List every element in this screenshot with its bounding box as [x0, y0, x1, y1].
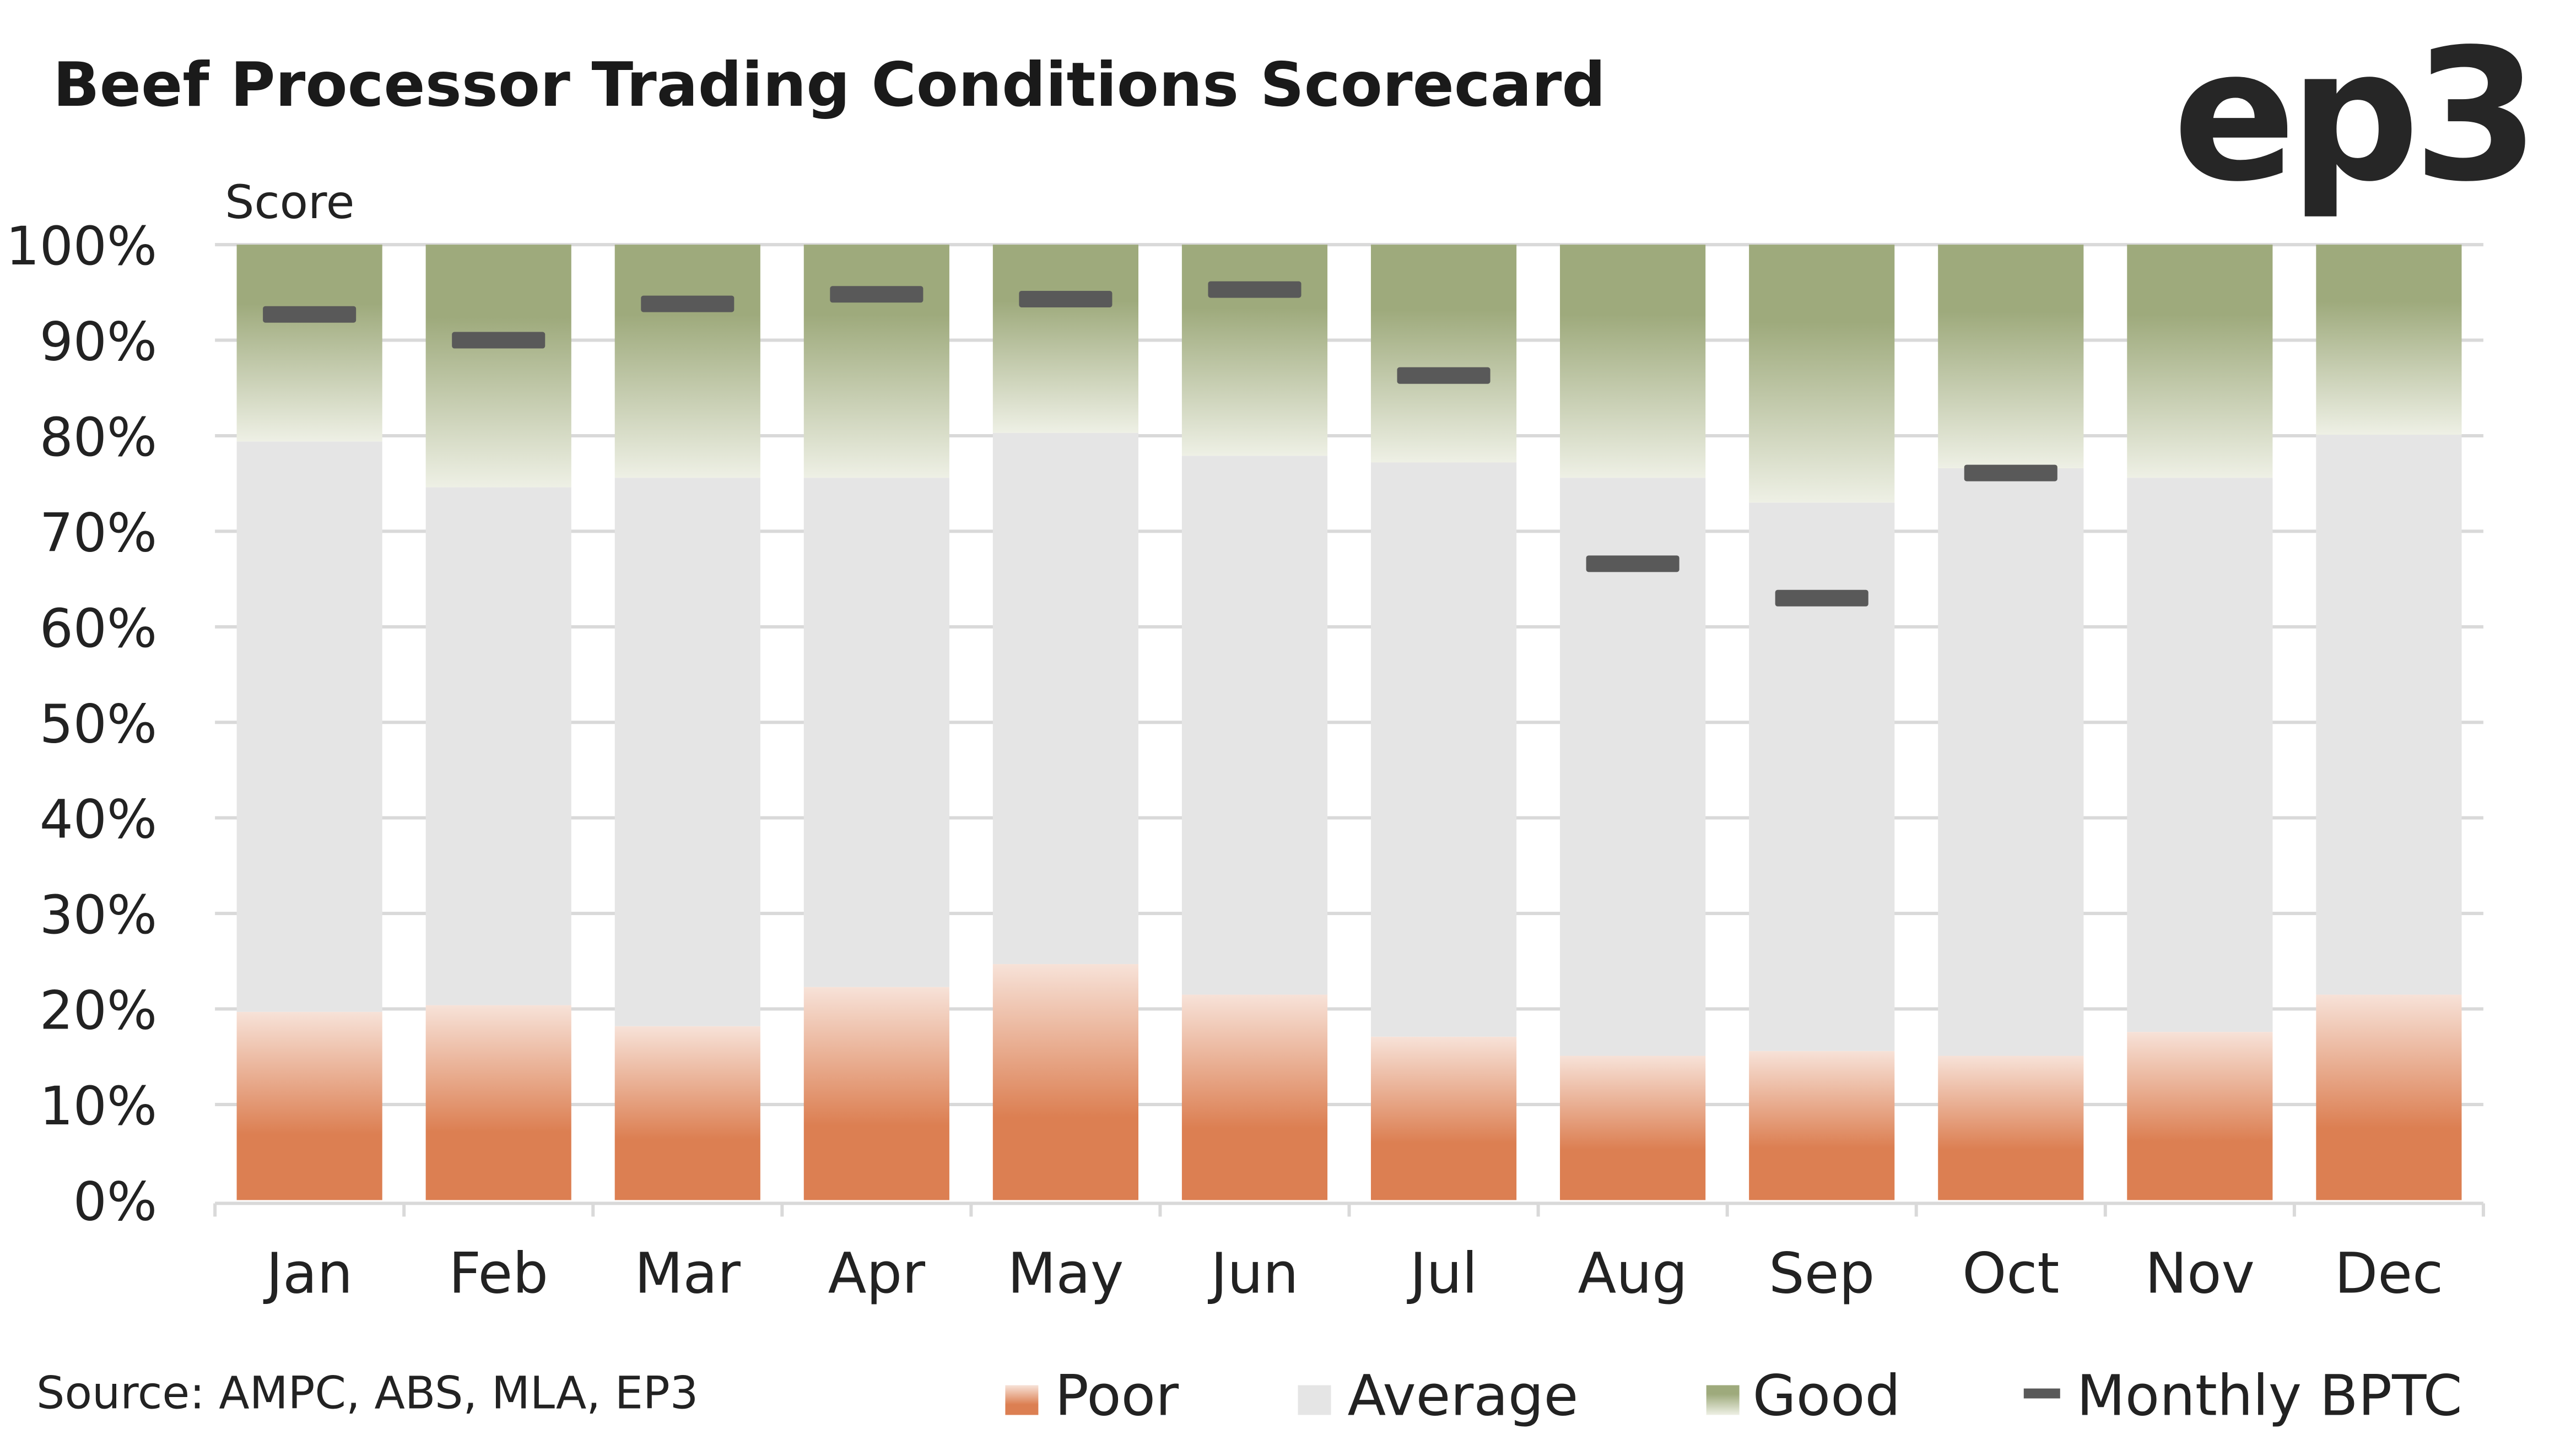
legend-label-average: Average	[1348, 1363, 1579, 1428]
bar-good-jan	[236, 245, 382, 442]
y-ticks: 0% 10% 20% 30% 40% 50% 60% 70% 80% 90% 100%	[6, 215, 157, 1232]
x-tick-label: Aug	[1578, 1241, 1688, 1306]
x-tick-label: May	[1007, 1241, 1124, 1306]
bar-good-sep	[1749, 245, 1895, 503]
y-tick-label: 100%	[6, 215, 157, 277]
bar-average-dec	[2316, 435, 2462, 995]
bar-good-may	[992, 245, 1139, 433]
bar-poor-jun	[1181, 994, 1328, 1200]
bptc-marker-sep	[1775, 589, 1868, 607]
x-tick-label: Nov	[2145, 1241, 2255, 1306]
legend-label-good: Good	[1753, 1363, 1901, 1428]
bar-good-feb	[425, 245, 571, 488]
bar-average-feb	[425, 487, 571, 1005]
x-ticks: Jan Feb Mar Apr May Jun Jul Aug Sep Oct Nov Dec	[263, 1241, 2443, 1306]
bar-average-aug	[1560, 478, 1706, 1056]
y-tick-label: 90%	[40, 311, 157, 373]
bar-poor-dec	[2316, 994, 2462, 1200]
y-tick-label: 0%	[73, 1171, 157, 1232]
bptc-marker-mar	[641, 295, 735, 312]
bptc-marker-feb	[452, 332, 546, 349]
bar-poor-nov	[2127, 1032, 2273, 1200]
legend-swatch-average	[1298, 1385, 1331, 1415]
x-tick-label: Mar	[635, 1241, 741, 1306]
bar-good-apr	[803, 245, 949, 478]
bptc-marker-may	[1019, 290, 1113, 307]
y-tick-label: 30%	[40, 884, 157, 946]
bar-good-jul	[1370, 245, 1517, 463]
bptc-marker-jun	[1208, 281, 1301, 298]
bar-average-jan	[236, 441, 382, 1012]
x-tick-label: Dec	[2335, 1241, 2443, 1306]
legend-swatch-bptc	[2023, 1388, 2060, 1399]
legend-label-poor: Poor	[1055, 1363, 1179, 1428]
bptc-marker-jan	[263, 306, 357, 323]
bar-average-mar	[614, 478, 760, 1026]
legend-label-bptc: Monthly BPTC	[2077, 1363, 2462, 1428]
legend-swatch-good	[1706, 1385, 1740, 1415]
bar-poor-apr	[803, 987, 949, 1200]
x-tick-label: Apr	[828, 1241, 926, 1306]
bar-good-aug	[1560, 245, 1706, 478]
x-tick-label: Jan	[263, 1241, 353, 1306]
bar-poor-may	[992, 964, 1139, 1200]
bar-good-dec	[2316, 245, 2462, 435]
bar-average-nov	[2127, 478, 2273, 1032]
y-tick-label: 10%	[40, 1075, 157, 1137]
bar-poor-oct	[1938, 1055, 2084, 1200]
bar-average-oct	[1938, 468, 2084, 1056]
bar-poor-jul	[1370, 1036, 1517, 1200]
legend: Poor Average Good Monthly BPTC	[1005, 1363, 2462, 1428]
bar-good-nov	[2127, 245, 2273, 478]
y-tick-label: 20%	[40, 980, 157, 1042]
bar-average-sep	[1749, 502, 1895, 1051]
bar-average-apr	[803, 478, 949, 987]
bar-poor-jan	[236, 1011, 382, 1200]
ep3-logo: ep3	[2173, 10, 2533, 221]
y-tick-label: 50%	[40, 693, 157, 755]
bar-average-may	[992, 432, 1139, 965]
bar-poor-mar	[614, 1026, 760, 1200]
y-tick-label: 70%	[40, 502, 157, 564]
y-tick-label: 40%	[40, 789, 157, 851]
gridlines	[213, 243, 2485, 1217]
bar-poor-sep	[1749, 1051, 1895, 1200]
chart-title: Beef Processor Trading Conditions Scorec…	[53, 50, 1606, 121]
bptc-marker-oct	[1964, 464, 2057, 481]
bptc-marker-aug	[1586, 555, 1679, 572]
x-tick-label: Sep	[1769, 1241, 1875, 1306]
legend-swatch-poor	[1005, 1385, 1039, 1415]
y-axis-label: Score	[225, 175, 354, 229]
y-tick-label: 60%	[40, 598, 157, 659]
bar-average-jun	[1181, 456, 1328, 995]
source-note: Source: AMPC, ABS, MLA, EP3	[36, 1367, 698, 1419]
bar-good-mar	[614, 245, 760, 478]
bar-good-oct	[1938, 245, 2084, 468]
bptc-marker-apr	[830, 286, 924, 303]
x-tick-label: Jun	[1207, 1241, 1298, 1306]
bar-poor-aug	[1560, 1055, 1706, 1200]
x-tick-label: Oct	[1962, 1241, 2059, 1306]
bar-good-jun	[1181, 245, 1328, 456]
bars	[236, 245, 2462, 1200]
y-tick-label: 80%	[40, 407, 157, 468]
bptc-marker-jul	[1397, 367, 1490, 384]
x-tick-label: Feb	[449, 1241, 548, 1306]
bar-poor-feb	[425, 1005, 571, 1200]
x-tick-label: Jul	[1407, 1241, 1478, 1306]
bar-average-jul	[1370, 462, 1517, 1037]
